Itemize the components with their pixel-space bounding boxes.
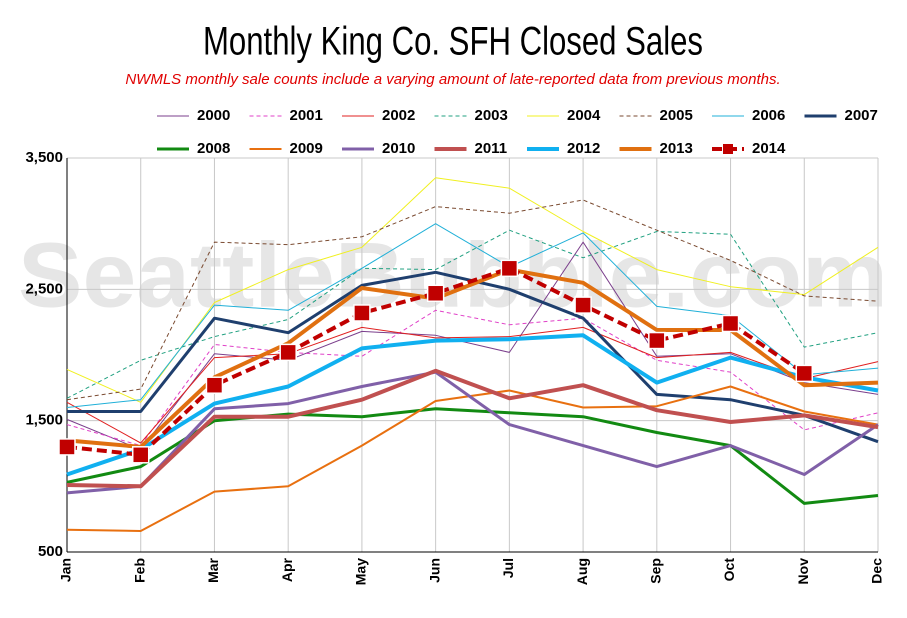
x-tick-label: Aug: [574, 558, 590, 585]
x-tick-label: Jan: [58, 558, 74, 582]
point-marker: [795, 364, 814, 383]
series-line: [66, 385, 879, 532]
x-tick-label: Feb: [131, 558, 147, 583]
legend-label: 2008: [197, 140, 230, 157]
point-marker: [500, 259, 519, 278]
point-marker: [279, 343, 297, 362]
x-tick-label: Apr: [279, 557, 295, 582]
point-marker: [353, 304, 371, 322]
x-tick-label: Sep: [648, 558, 664, 584]
point-marker: [648, 331, 666, 350]
y-tick-label: 2,500: [25, 280, 63, 297]
point-marker: [721, 314, 740, 333]
chart-subtitle: NWMLS monthly sale counts include a vary…: [125, 71, 780, 88]
series-line: [66, 266, 806, 457]
legend-label: 2000: [197, 107, 230, 124]
legend-label: 2012: [567, 140, 600, 157]
legend-label: 2003: [475, 107, 508, 124]
y-tick-label: 500: [38, 543, 63, 560]
series-line: [66, 177, 879, 403]
legend-label: 2009: [290, 140, 323, 157]
series-line: [66, 223, 879, 408]
series-line: [66, 326, 879, 444]
x-tick-label: Dec: [869, 558, 885, 584]
x-tick-label: Mar: [205, 557, 221, 582]
chart-title: Monthly King Co. SFH Closed Sales: [203, 20, 703, 64]
legend-label: 2010: [382, 140, 415, 157]
x-tick-label: Jun: [426, 558, 442, 583]
point-marker: [58, 438, 76, 456]
legend-label: 2013: [660, 140, 693, 157]
point-marker: [205, 376, 224, 394]
series-line: [66, 199, 879, 401]
legend-label: 2001: [290, 107, 323, 124]
legend-marker: [723, 144, 733, 154]
point-marker: [574, 296, 592, 314]
legend-label: 2007: [845, 107, 878, 124]
legend-label: 2006: [752, 107, 785, 124]
point-marker: [426, 284, 445, 303]
legend-label: 2002: [382, 107, 415, 124]
y-tick-label: 1,500: [25, 412, 63, 429]
legend-label: 2005: [660, 107, 693, 124]
legend-label: 2004: [567, 107, 601, 124]
series-line: [66, 333, 879, 477]
x-tick-label: Nov: [795, 558, 811, 585]
series-line: [66, 267, 879, 449]
x-tick-label: Oct: [721, 558, 737, 582]
x-tick-label: May: [353, 558, 369, 585]
legend-label: 2014: [752, 140, 786, 157]
y-tick-label: 3,500: [25, 149, 63, 166]
series-line: [66, 370, 879, 495]
series-line: [66, 368, 879, 489]
x-tick-label: Jul: [500, 558, 516, 578]
legend-label: 2011: [475, 140, 508, 157]
series-line: [66, 229, 879, 399]
series-line: [66, 241, 879, 451]
point-marker: [131, 446, 150, 464]
